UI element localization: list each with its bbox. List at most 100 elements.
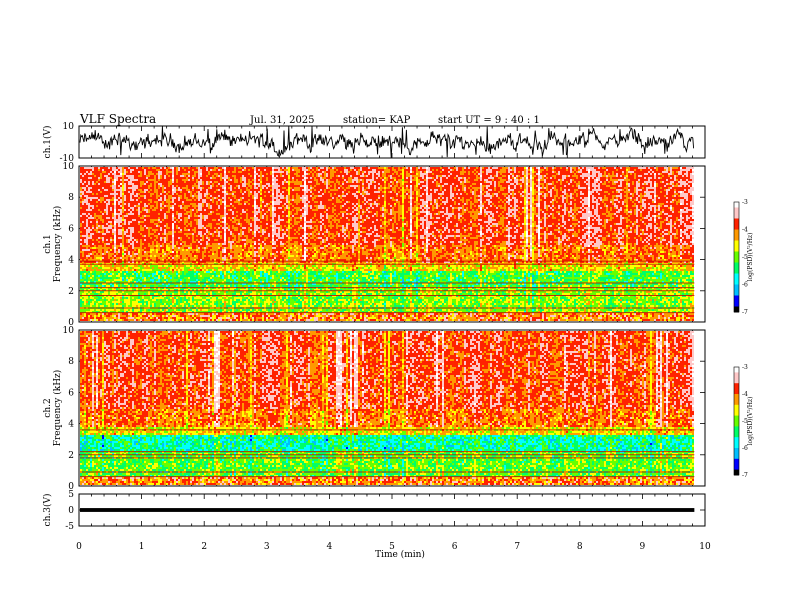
psd-cell [474, 177, 476, 179]
psd-cell [318, 175, 320, 177]
psd-cell [630, 173, 632, 175]
psd-cell [450, 183, 452, 185]
psd-cell [610, 183, 612, 185]
psd-cell [142, 169, 144, 171]
psd-cell [638, 175, 640, 177]
psd-cell [516, 181, 518, 183]
psd-cell [172, 183, 174, 185]
psd-cell [472, 173, 474, 175]
psd-cell [86, 183, 88, 185]
psd-cell [470, 171, 472, 173]
psd-cell [556, 171, 558, 173]
psd-cell [420, 169, 422, 171]
psd-cell [248, 175, 250, 177]
psd-cell [154, 185, 156, 187]
psd-cell [314, 171, 316, 173]
psd-cell [160, 169, 162, 171]
psd-cell [376, 183, 378, 185]
psd-cell [468, 177, 470, 179]
psd-cell [678, 183, 680, 185]
psd-cell [284, 173, 286, 175]
psd-cell [180, 181, 182, 183]
ch1-waveform-line [80, 126, 694, 157]
psd-cell [290, 183, 292, 185]
psd-cell [92, 183, 94, 185]
psd-cell [452, 167, 454, 169]
psd-cell [418, 177, 420, 179]
psd-cell [510, 173, 512, 175]
psd-cell [266, 167, 268, 169]
psd-cell [176, 167, 178, 169]
psd-cell [226, 175, 228, 177]
psd-cell [456, 175, 458, 177]
psd-cell [594, 183, 596, 185]
psd-cell [390, 183, 392, 185]
psd-cell [136, 179, 138, 181]
psd-cell [222, 167, 224, 169]
psd-cell [298, 177, 300, 179]
psd-cell [126, 169, 128, 171]
psd-cell [652, 175, 654, 177]
psd-cell [136, 171, 138, 173]
psd-cell [592, 173, 594, 175]
psd-cell [566, 167, 568, 169]
psd-cell [428, 171, 430, 173]
psd-cell [630, 179, 632, 181]
y-tick-label: 6 [68, 224, 74, 234]
psd-cell [438, 173, 440, 175]
psd-cell [220, 175, 222, 177]
psd-cell [142, 181, 144, 183]
psd-cell [152, 171, 154, 173]
psd-cell [374, 167, 376, 169]
psd-cell [320, 181, 322, 183]
psd-cell [576, 181, 578, 183]
psd-cell [578, 181, 580, 183]
psd-cell [182, 175, 184, 177]
psd-cell [582, 175, 584, 177]
psd-cell [444, 183, 446, 185]
psd-cell [314, 167, 316, 169]
psd-cell [478, 171, 480, 173]
psd-cell [296, 169, 298, 171]
psd-cell [550, 171, 552, 173]
psd-cell [248, 171, 250, 173]
psd-cell [356, 175, 358, 177]
psd-cell [482, 179, 484, 181]
psd-cell [434, 175, 436, 177]
psd-cell [432, 179, 434, 181]
psd-cell [604, 179, 606, 181]
psd-cell [404, 167, 406, 169]
psd-cell [550, 181, 552, 183]
psd-cell [530, 179, 532, 181]
psd-cell [626, 183, 628, 185]
psd-cell [620, 177, 622, 179]
psd-cell [280, 171, 282, 173]
psd-cell [214, 185, 216, 187]
psd-cell [408, 167, 410, 169]
psd-cell [154, 181, 156, 183]
psd-cell [514, 171, 516, 173]
psd-cell [522, 167, 524, 169]
psd-cell [692, 167, 694, 169]
psd-cell [220, 179, 222, 181]
psd-cell [158, 181, 160, 183]
psd-cell [312, 179, 314, 181]
psd-cell [224, 179, 226, 181]
psd-cell [450, 175, 452, 177]
psd-cell [400, 179, 402, 181]
psd-cell [666, 173, 668, 175]
psd-cell [94, 167, 96, 169]
psd-cell [568, 179, 570, 181]
psd-cell [144, 173, 146, 175]
psd-cell [444, 171, 446, 173]
psd-cell [552, 177, 554, 179]
psd-cell [510, 167, 512, 169]
psd-cell [322, 179, 324, 181]
psd-cell [590, 179, 592, 181]
psd-cell [474, 173, 476, 175]
psd-cell [510, 171, 512, 173]
psd-cell [630, 169, 632, 171]
psd-cell [218, 169, 220, 171]
psd-cell [398, 181, 400, 183]
psd-cell [322, 173, 324, 175]
